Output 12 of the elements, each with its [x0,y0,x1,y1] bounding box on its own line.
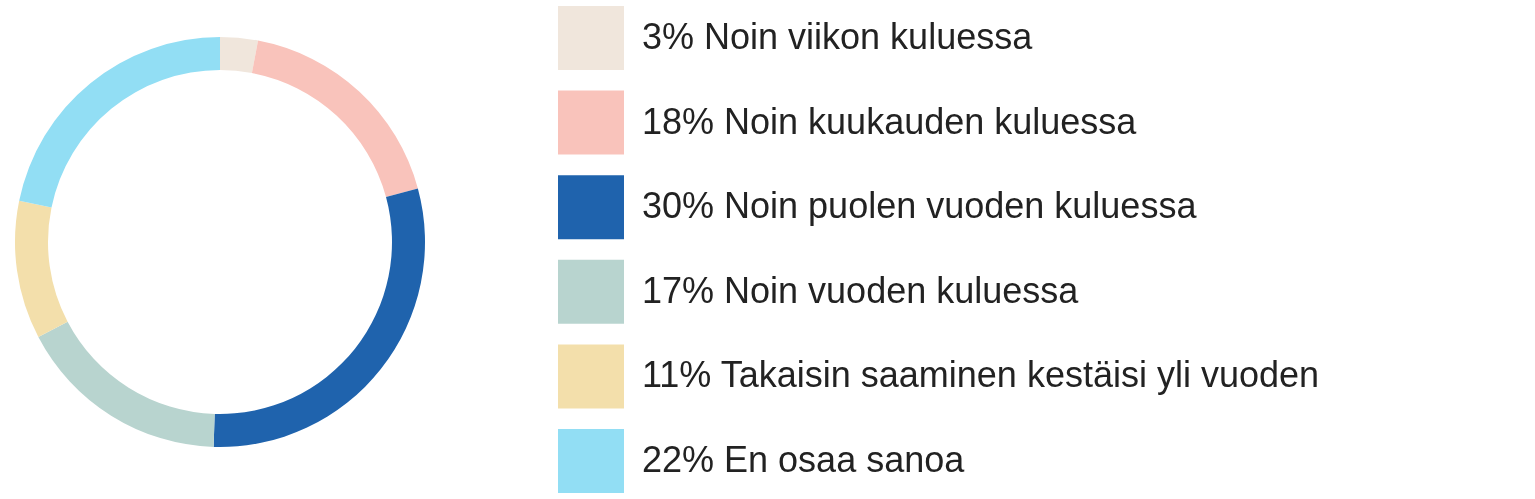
donut-slice [251,40,418,198]
donut-slice [213,188,425,447]
legend-label: 17% Noin vuoden kuluessa [642,269,1080,311]
legend-label: 11% Takaisin saaminen kestäisi yli vuoden [642,354,1320,396]
donut-slice [220,37,259,73]
donut-slice [15,200,68,338]
legend-label: 3% Noin viikon kuluessa [642,16,1034,57]
donut-slice [38,321,215,447]
legend-label: 30% Noin puolen vuoden kuluessa [642,185,1198,227]
donut-slice [19,37,220,208]
legend-label: 18% Noin kuukauden kuluessa [642,100,1138,142]
legend-label: 22% En osaa sanoa [642,439,966,480]
